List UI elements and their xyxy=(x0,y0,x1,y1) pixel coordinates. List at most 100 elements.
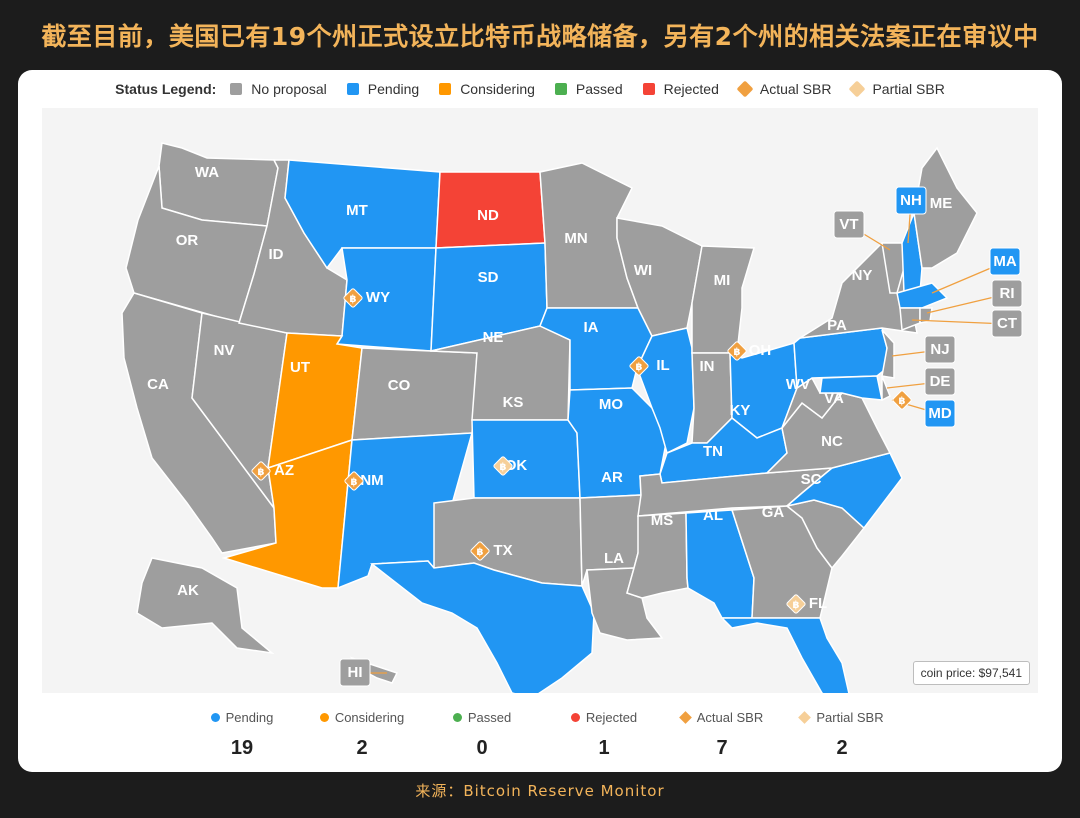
stat-pending: Pending 19 xyxy=(182,710,302,760)
legend-item-rejected: Rejected xyxy=(642,81,719,97)
state-me[interactable] xyxy=(913,146,978,269)
state-label-al: AL xyxy=(703,507,723,524)
map-card: Status Legend: No proposal Pending Consi… xyxy=(18,70,1062,772)
stat-partial-sbr: Partial SBR 2 xyxy=(782,710,902,760)
coin-price-box: coin price: $97,541 xyxy=(912,661,1030,685)
state-box-nj[interactable] xyxy=(924,335,956,364)
svg-text:฿: ฿ xyxy=(793,600,800,611)
stat-dot xyxy=(570,713,580,722)
state-ma[interactable] xyxy=(896,282,949,309)
svg-text:฿: ฿ xyxy=(500,462,507,473)
bitcoin-icon xyxy=(736,80,754,98)
state-label-ar: AR xyxy=(601,469,623,486)
state-label-sc: SC xyxy=(801,471,822,488)
state-label-wi: WI xyxy=(634,262,652,279)
state-nc[interactable] xyxy=(786,452,903,530)
state-label-ky: KY xyxy=(730,402,751,419)
legend-swatch xyxy=(346,83,359,95)
stat-rejected: Rejected 1 xyxy=(544,710,664,760)
state-label-hi: HI xyxy=(348,664,363,681)
state-de[interactable] xyxy=(881,375,891,402)
state-label-wv: WV xyxy=(786,376,810,393)
state-box-ri[interactable] xyxy=(991,279,1023,308)
state-box-ma[interactable] xyxy=(989,247,1021,276)
state-label-fl: FL xyxy=(809,595,827,612)
state-box-vt[interactable] xyxy=(833,210,865,239)
bitcoin-icon: ฿ xyxy=(470,541,490,561)
legend-item-no-proposal: No proposal xyxy=(230,81,327,97)
stat-value: 2 xyxy=(836,737,848,759)
state-tx[interactable] xyxy=(369,560,595,693)
state-fl[interactable] xyxy=(720,617,850,693)
legend-swatch xyxy=(642,83,655,95)
stat-dot xyxy=(210,713,220,722)
state-label-wy: WY xyxy=(366,289,390,306)
bitcoin-icon: ฿ xyxy=(727,341,747,361)
svg-text:฿: ฿ xyxy=(477,547,484,558)
state-label-wa: WA xyxy=(195,164,219,181)
bitcoin-icon: ฿ xyxy=(343,288,363,308)
stat-value: 2 xyxy=(356,737,368,759)
state-il[interactable] xyxy=(636,327,695,455)
state-label-mo: MO xyxy=(599,396,623,413)
state-vt[interactable] xyxy=(881,242,905,294)
bitcoin-icon xyxy=(798,711,812,724)
status-legend: Status Legend: No proposal Pending Consi… xyxy=(18,78,1062,100)
state-label-nh: NH xyxy=(900,192,922,209)
state-label-in: IN xyxy=(700,358,715,375)
state-label-vt: VT xyxy=(839,216,858,233)
state-label-md: MD xyxy=(928,405,951,422)
legend-swatch xyxy=(230,83,243,95)
state-label-sd: SD xyxy=(478,269,499,286)
state-label-ut: UT xyxy=(290,359,310,376)
bitcoin-icon: ฿ xyxy=(493,456,513,476)
state-label-ri: RI xyxy=(1000,285,1015,302)
summary-stats: Pending 19 Considering 2 Passed 0 Rejected 1… xyxy=(18,710,1062,766)
state-label-mt: MT xyxy=(346,202,368,219)
stat-dot xyxy=(319,713,329,722)
state-ak[interactable] xyxy=(136,557,275,655)
stat-value: 19 xyxy=(230,737,254,759)
legend-swatch xyxy=(554,83,567,95)
state-label-or: OR xyxy=(176,232,199,249)
state-label-nc: NC xyxy=(821,433,843,450)
stat-value: 0 xyxy=(476,737,488,759)
state-label-ca: CA xyxy=(147,376,169,393)
state-box-nh[interactable] xyxy=(895,186,927,215)
state-mi[interactable] xyxy=(691,245,755,354)
stat-considering: Considering 2 xyxy=(302,710,422,760)
legend-item-pending: Pending xyxy=(346,81,419,97)
state-label-ks: KS xyxy=(503,394,524,411)
state-label-tn: TN xyxy=(703,443,723,460)
state-label-oh: OH xyxy=(749,342,772,359)
svg-text:฿: ฿ xyxy=(258,467,265,478)
state-co[interactable] xyxy=(351,347,478,441)
us-map-svg: WA OR CA NV ID MT WY UT AZ CO NM ND SD NE KS OK TX MN IA MO… xyxy=(121,142,1023,693)
state-box-md[interactable] xyxy=(924,399,956,428)
state-label-ga: GA xyxy=(762,504,785,521)
state-label-il: IL xyxy=(656,357,669,374)
state-label-ia: IA xyxy=(584,319,599,336)
leader-line xyxy=(911,319,1008,325)
svg-text:฿: ฿ xyxy=(636,362,643,373)
state-nh[interactable] xyxy=(901,210,923,294)
state-label-ak: AK xyxy=(177,582,199,599)
state-box-de[interactable] xyxy=(924,367,956,396)
state-box-ct[interactable] xyxy=(991,309,1023,338)
state-label-ma: MA xyxy=(993,253,1016,270)
state-label-pa: PA xyxy=(827,317,847,334)
state-nj[interactable] xyxy=(881,329,895,379)
source-note: 来源：Bitcoin Reserve Monitor xyxy=(415,782,665,800)
state-label-nv: NV xyxy=(214,342,235,359)
legend-item-considering: Considering xyxy=(439,81,535,97)
state-label-nm: NM xyxy=(360,472,383,489)
state-label-de: DE xyxy=(930,373,951,390)
state-md[interactable] xyxy=(819,375,883,401)
state-label-ok: OK xyxy=(505,457,528,474)
legend-item-actual-sbr: Actual SBR xyxy=(736,80,831,98)
stat-dot xyxy=(452,713,462,722)
bitcoin-icon xyxy=(678,711,692,724)
state-box-hi[interactable] xyxy=(339,658,371,687)
state-label-ct: CT xyxy=(997,315,1017,332)
state-ct[interactable] xyxy=(899,307,921,332)
